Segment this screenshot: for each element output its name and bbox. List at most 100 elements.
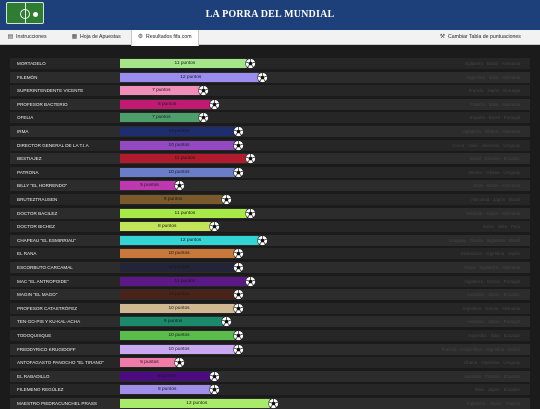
soccer-ball-icon bbox=[245, 275, 256, 287]
player-name: CHAPEAU "EL ESMIRRIAU" bbox=[17, 237, 76, 243]
gear-icon: ⚙ bbox=[137, 34, 144, 40]
player-row: EL RANA 10 puntos Dinamarca · Argentina · … bbox=[10, 248, 530, 260]
player-name: PROFESOR BACTERIO bbox=[17, 101, 68, 107]
player-row: TEN-GO-PIS Y KU-KAL-ACHA 9 puntos Holanda … bbox=[10, 316, 530, 328]
predicted-teams: Inglaterra · Brasil · Alemania bbox=[464, 61, 520, 66]
tab-label: Hoja de Apuestas bbox=[80, 34, 121, 40]
soccer-ball-icon bbox=[256, 235, 268, 246]
player-row: FREDDYRICO KRUGIDOFF 10 puntos Francia · C… bbox=[10, 343, 530, 355]
predicted-teams: Brasil · España · Ecuador bbox=[469, 156, 520, 162]
points-bar: 11 puntos bbox=[120, 276, 250, 286]
player-name: MAESTRO PIEDRACUNCHEL PRASS bbox=[17, 401, 97, 406]
player-name: SUPERINTENDENTE VICENTE bbox=[17, 88, 84, 94]
soccer-ball-icon bbox=[233, 126, 244, 137]
points-label: 11 puntos bbox=[174, 210, 196, 216]
player-row: PROFESOR BACTERIO 8 puntos Francia · Itali… bbox=[10, 98, 530, 110]
player-name: DOCTOR BICHEZ bbox=[17, 224, 55, 230]
player-name: OFELIA bbox=[17, 115, 34, 121]
player-row: PROFESOR CATASTRÓFEZ 10 puntos Argentina ·… bbox=[10, 302, 530, 314]
player-row: BILLY "EL HORRENDO" 5 puntos Chile · Brasi… bbox=[10, 180, 530, 192]
player-name: IRMA bbox=[17, 129, 29, 134]
predicted-teams: Argentina · Italia · Ecuador bbox=[467, 333, 520, 338]
points-bar: 5 puntos bbox=[120, 358, 179, 368]
points-label: 8 puntos bbox=[157, 101, 177, 107]
soccer-ball-icon bbox=[209, 384, 221, 396]
player-name: FREDDYRICO KRUGIDOFF bbox=[17, 346, 76, 352]
predicted-teams: España · Brasil · Portugal bbox=[469, 115, 520, 121]
points-label: 10 puntos bbox=[168, 142, 190, 148]
points-bar: 10 puntos bbox=[120, 249, 238, 259]
points-label: 10 puntos bbox=[168, 333, 190, 338]
tab-bar: ▤ Instrucciones ▦ Hoja de Apuestas ⚙ Res… bbox=[0, 30, 540, 46]
player-name: PROFESOR CATASTRÓFEZ bbox=[17, 305, 78, 311]
tab-resultados-fifa[interactable]: ⚙ Resultados fifa.com bbox=[131, 30, 199, 46]
soccer-ball-icon bbox=[245, 58, 256, 69]
points-bar: 7 puntos bbox=[120, 86, 203, 96]
soccer-ball-icon bbox=[174, 357, 185, 368]
points-bar: 5 puntos bbox=[120, 181, 179, 191]
points-label: 5 puntos bbox=[140, 360, 159, 366]
soccer-ball-icon bbox=[233, 330, 244, 341]
tab-label: Instrucciones bbox=[16, 34, 47, 40]
player-row: ANTOFAGASTO PANOCHO "EL TIRANO" 5 puntos G… bbox=[10, 357, 530, 369]
soccer-ball-icon bbox=[268, 398, 280, 409]
predicted-teams: Suiza · Italia · Perú bbox=[482, 224, 520, 230]
soccer-ball-icon bbox=[174, 180, 185, 192]
player-row: TODOQUISQUE 10 puntos Argentina · Italia ·… bbox=[10, 330, 530, 341]
player-name: MAC "EL ANTROPOIDE" bbox=[17, 278, 69, 284]
predicted-teams: Inglaterra · Grecia · Portugal bbox=[464, 278, 520, 284]
soccer-ball-icon bbox=[233, 262, 244, 273]
points-bar: 10 puntos bbox=[120, 140, 238, 150]
player-row: BRUTEZTRAUSEN 9 puntos Alemania · Japón · … bbox=[10, 194, 530, 205]
player-row: MAGIN "EL MAGO" 10 puntos Australia · Japó… bbox=[10, 289, 530, 301]
player-name: BRUTEZTRAUSEN bbox=[17, 197, 58, 202]
points-label: 7 puntos bbox=[152, 115, 171, 121]
points-label: 13 puntos bbox=[186, 401, 208, 406]
points-bar: 12 puntos bbox=[120, 72, 262, 82]
player-row: FILEMÓN 12 puntos Argentina · Italia · Ale… bbox=[10, 71, 530, 83]
player-row: IRMA 10 puntos Inglaterra · Ghana · Aleman… bbox=[10, 126, 530, 137]
player-name: DIRECTOR GENERAL DE LA T.I.A bbox=[17, 142, 89, 148]
predicted-teams: Corea · Italia · Alemania · Uruguay bbox=[452, 142, 520, 148]
soccer-ball-icon bbox=[245, 153, 256, 164]
points-label: 11 puntos bbox=[174, 156, 196, 162]
predicted-teams: Argentina · Grecia · Alemania bbox=[462, 305, 520, 311]
tab-cambiar-tabla[interactable]: ⚒ Cambiar Tabla de puntuaciones bbox=[434, 30, 534, 45]
predicted-teams: Dinamarca · Argentina · Japón bbox=[460, 251, 520, 257]
predicted-teams: Rusia · Inglaterra · Alemania bbox=[464, 265, 520, 270]
predicted-teams: Alemania · Japón · Brasil bbox=[470, 197, 520, 202]
tab-label: Resultados fifa.com bbox=[146, 34, 192, 40]
points-bar: 8 puntos bbox=[120, 222, 215, 232]
player-row: DOCTOR BACILEZ 11 puntos Holanda · Japón ·… bbox=[10, 207, 530, 219]
points-bar: 9 puntos bbox=[120, 195, 227, 204]
points-bar: 11 puntos bbox=[120, 154, 250, 164]
player-row: DOCTOR BICHEZ 8 puntos Suiza · Italia · Pe… bbox=[10, 221, 530, 233]
soccer-ball-icon bbox=[233, 139, 244, 151]
tab-hoja-de-apuestas[interactable]: ▦ Hoja de Apuestas bbox=[66, 30, 130, 45]
soccer-ball-icon bbox=[197, 112, 209, 124]
points-bar: 8 puntos bbox=[120, 371, 215, 381]
points-label: 10 puntos bbox=[168, 169, 190, 175]
soccer-ball-icon bbox=[209, 221, 221, 232]
predicted-teams: Inglaterra · Japón · Francia bbox=[467, 401, 520, 406]
player-row: SUPERINTENDENTE VICENTE 7 puntos Francia ·… bbox=[10, 85, 530, 97]
points-label: 12 puntos bbox=[180, 74, 202, 80]
points-label: 8 puntos bbox=[157, 387, 177, 393]
predicted-teams: México · Ghana · Uruguay bbox=[468, 169, 521, 175]
player-row: BESTIAJEZ 11 puntos Brasil · España · Ecua… bbox=[10, 153, 530, 165]
predicted-teams: Francia · Italia · Alemania bbox=[470, 101, 520, 107]
points-label: 8 puntos bbox=[157, 373, 177, 379]
soccer-ball-icon bbox=[233, 167, 244, 178]
tab-instrucciones[interactable]: ▤ Instrucciones bbox=[2, 30, 64, 45]
player-name: BILLY "EL HORRENDO" bbox=[17, 183, 68, 189]
player-row: OFELIA 7 puntos España · Brasil · Portugal bbox=[10, 112, 530, 124]
points-label: 10 puntos bbox=[168, 346, 190, 352]
player-name: TODOQUISQUE bbox=[17, 333, 52, 338]
player-name: FILEMENO REGÚLEZ bbox=[17, 387, 64, 393]
soccer-ball-icon bbox=[233, 343, 244, 355]
player-name: ANTOFAGASTO PANOCHO "EL TIRANO" bbox=[17, 360, 104, 366]
points-bar: 9 puntos bbox=[120, 317, 227, 327]
player-name: PATRONA bbox=[17, 169, 39, 175]
points-label: 10 puntos bbox=[168, 251, 190, 257]
soccer-field-logo bbox=[6, 2, 44, 24]
